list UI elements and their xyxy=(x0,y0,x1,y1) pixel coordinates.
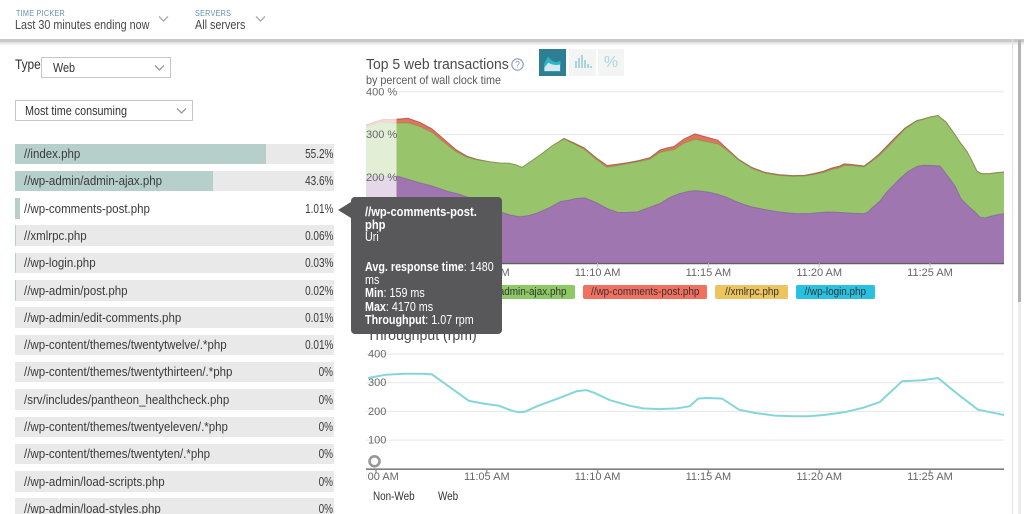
svg-text:200 %: 200 % xyxy=(366,172,397,184)
svg-text:300 %: 300 % xyxy=(366,129,397,141)
svg-text:200: 200 xyxy=(368,406,386,418)
svg-text:400 %: 400 % xyxy=(366,86,397,98)
svg-text:11:25 AM: 11:25 AM xyxy=(907,267,953,279)
svg-text:100: 100 xyxy=(368,435,386,447)
svg-text:300: 300 xyxy=(368,377,386,389)
svg-text:11:15 AM: 11:15 AM xyxy=(686,471,732,483)
svg-text:11:25 AM: 11:25 AM xyxy=(907,471,953,483)
svg-text:11:20 AM: 11:20 AM xyxy=(796,267,842,279)
svg-text:?: ? xyxy=(515,60,520,70)
svg-text:11:05 AM: 11:05 AM xyxy=(464,471,510,483)
svg-text:11:00 AM: 11:00 AM xyxy=(353,471,399,483)
svg-text:11:10 AM: 11:10 AM xyxy=(575,267,621,279)
svg-text:11:20 AM: 11:20 AM xyxy=(796,471,842,483)
svg-text:11:10 AM: 11:10 AM xyxy=(575,471,621,483)
svg-text:11:15 AM: 11:15 AM xyxy=(686,267,732,279)
svg-text:400: 400 xyxy=(368,349,386,361)
